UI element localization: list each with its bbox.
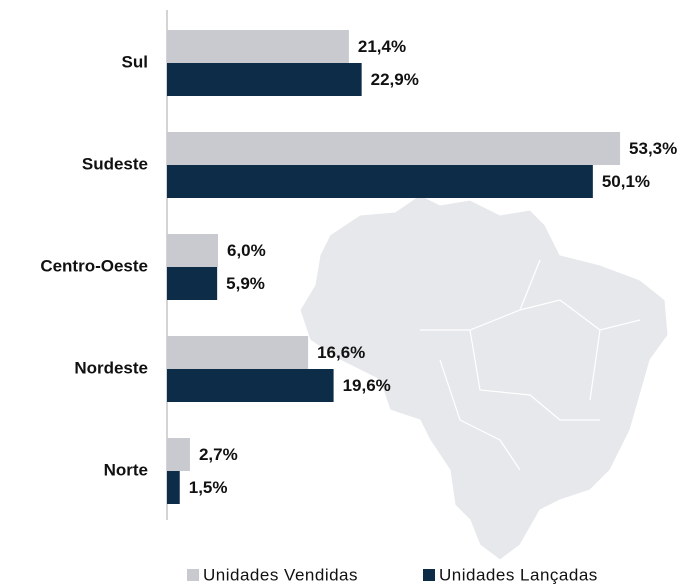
value-label: 6,0% xyxy=(227,241,266,260)
legend-swatch xyxy=(187,569,199,581)
category-label: Sul xyxy=(122,52,148,71)
bar xyxy=(167,132,621,165)
bar xyxy=(167,30,349,63)
bar xyxy=(167,438,190,471)
value-label: 53,3% xyxy=(629,139,677,158)
value-label: 19,6% xyxy=(343,376,391,395)
value-label: 50,1% xyxy=(602,172,650,191)
value-label: 2,7% xyxy=(199,445,238,464)
category-label: Centro-Oeste xyxy=(40,256,148,275)
bar xyxy=(167,369,334,402)
bar xyxy=(167,471,180,504)
value-label: 5,9% xyxy=(226,274,265,293)
category-label: Norte xyxy=(104,460,148,479)
legend-label: Unidades Lançadas xyxy=(439,565,598,584)
map-borders xyxy=(420,259,641,471)
bar xyxy=(167,336,309,369)
bar xyxy=(167,165,593,198)
bar xyxy=(167,234,218,267)
brazil-map xyxy=(299,194,669,561)
value-label: 21,4% xyxy=(358,37,406,56)
bar xyxy=(167,267,218,300)
legend-label: Unidades Vendidas xyxy=(203,565,358,584)
category-label: Sudeste xyxy=(82,154,148,173)
category-label: Nordeste xyxy=(74,358,148,377)
bar xyxy=(167,63,362,96)
value-label: 16,6% xyxy=(317,343,365,362)
value-label: 1,5% xyxy=(189,478,228,497)
legend-swatch xyxy=(423,569,435,581)
value-label: 22,9% xyxy=(371,70,419,89)
